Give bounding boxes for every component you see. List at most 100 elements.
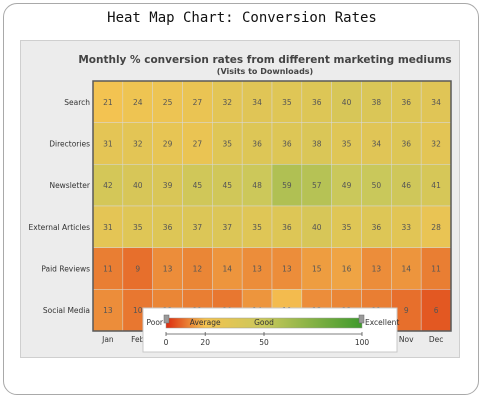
cell-value-label: 11 <box>431 265 441 274</box>
cell-value-label: 46 <box>401 181 411 190</box>
heatmap-cell <box>92 122 124 165</box>
heatmap-cell <box>331 122 362 165</box>
heatmap-cell <box>152 122 183 165</box>
heatmap-cell <box>212 205 243 248</box>
heatmap-cell <box>361 247 392 290</box>
cell-value-label: 36 <box>282 140 292 149</box>
heatmap-cell <box>391 80 422 123</box>
chart-subtitle: (Visits to Downloads) <box>217 67 313 76</box>
heatmap-cell <box>241 247 273 290</box>
cell-value-label: 45 <box>193 181 203 190</box>
heatmap-cell <box>271 122 303 165</box>
cell-value-label: 35 <box>342 223 352 232</box>
cell-value-label: 35 <box>222 140 232 149</box>
cell-value-label: 6 <box>434 306 439 315</box>
cell-value-label: 36 <box>282 223 292 232</box>
heatmap-chart: Monthly % conversion rates from differen… <box>29 54 452 353</box>
cell-value-label: 24 <box>133 98 143 107</box>
cell-value-label: 32 <box>133 140 143 149</box>
legend-min-handle[interactable] <box>163 314 170 324</box>
heatmap-cell <box>152 80 183 123</box>
cell-value-label: 25 <box>163 98 173 107</box>
color-range-legend: Poor Average Good Excellent 0 20 50 100 <box>142 307 399 353</box>
cell-value-label: 31 <box>103 140 113 149</box>
cell-value-label: 57 <box>312 181 322 190</box>
row-label: Paid Reviews <box>41 265 90 274</box>
cell-value-label: 40 <box>133 181 143 190</box>
heatmap-cell <box>212 122 243 165</box>
heatmap-cell <box>361 122 392 165</box>
cell-value-label: 38 <box>312 140 322 149</box>
row-label: Social Media <box>43 306 90 315</box>
cell-value-label: 29 <box>163 140 173 149</box>
legend-label: Poor <box>146 318 163 327</box>
heatmap-cell <box>212 80 243 123</box>
heatmap-cell <box>92 205 124 248</box>
heatmap-cell <box>361 205 392 248</box>
cell-value-label: 34 <box>252 98 262 107</box>
heatmap-cell <box>92 247 124 290</box>
cell-value-label: 40 <box>342 98 352 107</box>
cell-value-label: 32 <box>222 98 232 107</box>
cell-value-label: 9 <box>135 265 140 274</box>
legend-tick-label: 100 <box>355 338 370 347</box>
heatmap-cell <box>92 80 124 123</box>
heatmap-cell <box>241 164 273 207</box>
cell-value-label: 11 <box>103 265 113 274</box>
cell-value-label: 16 <box>342 265 352 274</box>
cell-value-label: 50 <box>372 181 382 190</box>
heatmap-cell <box>152 164 183 207</box>
heatmap-cell <box>271 80 303 123</box>
cell-value-label: 10 <box>133 306 143 315</box>
column-label: Dec <box>429 335 444 344</box>
cell-value-label: 34 <box>431 98 441 107</box>
column-label: Feb <box>131 335 145 344</box>
cell-value-label: 14 <box>222 265 232 274</box>
heatmap-cell <box>301 205 332 248</box>
row-labels: Search Directories Newsletter External Arti… <box>29 98 91 315</box>
legend-label: Good <box>254 318 274 327</box>
cell-value-label: 35 <box>252 223 262 232</box>
heatmap-cell <box>331 80 362 123</box>
column-label: Jan <box>101 335 114 344</box>
cell-value-label: 35 <box>133 223 143 232</box>
cell-value-label: 40 <box>312 223 322 232</box>
cell-value-label: 14 <box>401 265 411 274</box>
cell-value-label: 13 <box>372 265 382 274</box>
heatmap-cell <box>420 247 452 290</box>
cell-value-label: 41 <box>431 181 441 190</box>
heatmap-cell <box>331 205 362 248</box>
legend-tick-label: 0 <box>164 338 169 347</box>
cell-value-label: 27 <box>193 140 203 149</box>
column-label: Nov <box>399 335 414 344</box>
cell-value-label: 36 <box>252 140 262 149</box>
heatmap-cell <box>420 164 452 207</box>
cell-value-label: 13 <box>163 265 173 274</box>
cell-value-label: 33 <box>401 223 411 232</box>
legend-label: Excellent <box>365 318 399 327</box>
cell-value-label: 32 <box>431 140 441 149</box>
cell-value-label: 36 <box>163 223 173 232</box>
chart-title: Monthly % conversion rates from differen… <box>78 54 451 66</box>
legend-tick-label: 50 <box>259 338 269 347</box>
legend-max-handle[interactable] <box>358 314 365 324</box>
cell-value-label: 37 <box>193 223 203 232</box>
cell-value-label: 15 <box>312 265 322 274</box>
cell-value-label: 38 <box>372 98 382 107</box>
cell-value-label: 13 <box>282 265 292 274</box>
heatmap-cell <box>152 205 183 248</box>
cell-value-label: 31 <box>103 223 113 232</box>
cell-value-label: 36 <box>372 223 382 232</box>
legend-box <box>142 307 398 353</box>
row-label: Directories <box>49 140 90 149</box>
cell-value-label: 36 <box>401 98 411 107</box>
heatmap-cell <box>391 164 422 207</box>
cell-value-label: 35 <box>342 140 352 149</box>
cell-value-label: 42 <box>103 181 113 190</box>
cell-value-label: 35 <box>282 98 292 107</box>
heatmap-cell <box>361 164 392 207</box>
heatmap-cell <box>182 164 213 207</box>
cell-value-label: 13 <box>103 306 113 315</box>
cell-value-label: 59 <box>282 181 292 190</box>
heatmap-cell <box>122 247 153 290</box>
